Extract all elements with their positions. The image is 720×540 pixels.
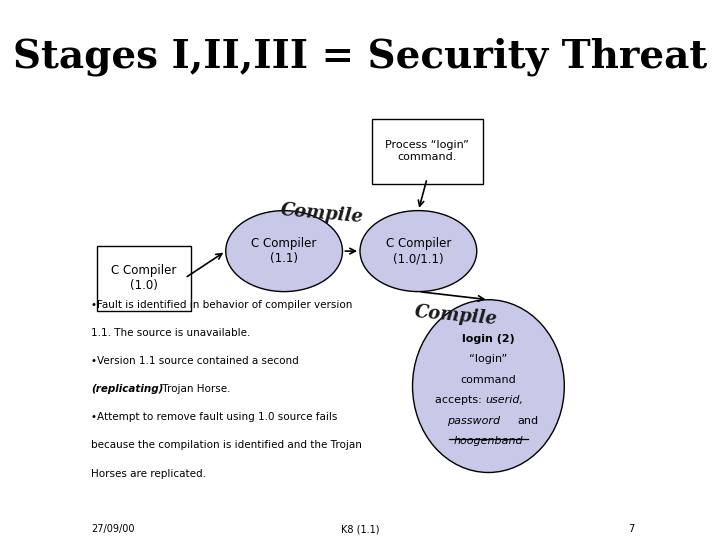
Text: Compile: Compile — [414, 303, 498, 328]
Text: Process “login”
command.: Process “login” command. — [385, 140, 469, 162]
Text: Stages I,II,III = Security Threat: Stages I,II,III = Security Threat — [13, 37, 707, 76]
Text: •Attempt to remove fault using 1.0 source fails: •Attempt to remove fault using 1.0 sourc… — [91, 413, 338, 422]
Text: Horses are replicated.: Horses are replicated. — [91, 469, 207, 478]
Text: C Compiler
(1.1): C Compiler (1.1) — [251, 237, 317, 265]
Ellipse shape — [360, 211, 477, 292]
Text: and: and — [518, 416, 539, 426]
Text: •Version 1.1 source contained a second: •Version 1.1 source contained a second — [91, 356, 300, 366]
Text: login (2): login (2) — [462, 334, 515, 343]
Text: accepts:: accepts: — [436, 395, 485, 405]
Text: 27/09/00: 27/09/00 — [91, 524, 135, 534]
Text: command: command — [461, 375, 516, 384]
Text: “login”: “login” — [469, 354, 508, 364]
Text: C Compiler
(1.0): C Compiler (1.0) — [112, 264, 176, 292]
Text: userid,: userid, — [485, 395, 523, 405]
FancyBboxPatch shape — [372, 119, 482, 184]
Text: because the compilation is identified and the Trojan: because the compilation is identified an… — [91, 441, 362, 450]
Text: K8 (1.1): K8 (1.1) — [341, 524, 379, 534]
Text: password: password — [447, 416, 500, 426]
Ellipse shape — [226, 211, 343, 292]
Text: (replicating): (replicating) — [91, 384, 164, 394]
Text: Compile: Compile — [280, 201, 364, 226]
Text: hoogenband: hoogenband — [454, 436, 523, 446]
Text: C Compiler
(1.0/1.1): C Compiler (1.0/1.1) — [386, 237, 451, 265]
Text: 1.1. The source is unavailable.: 1.1. The source is unavailable. — [91, 328, 251, 338]
Text: •Fault is identified in behavior of compiler version: •Fault is identified in behavior of comp… — [91, 300, 353, 310]
FancyBboxPatch shape — [97, 246, 191, 310]
Text: Trojan Horse.: Trojan Horse. — [158, 384, 230, 394]
Ellipse shape — [413, 300, 564, 472]
Text: 7: 7 — [628, 524, 634, 534]
